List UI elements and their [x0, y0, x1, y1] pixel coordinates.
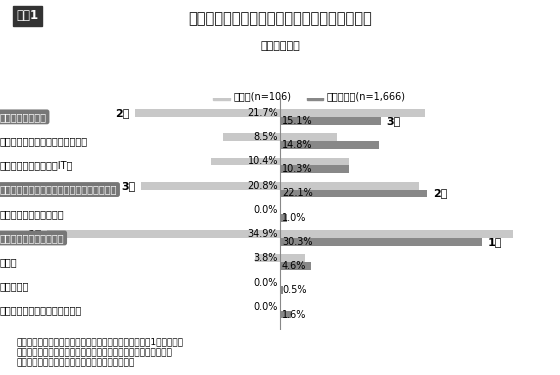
Text: 分からない: 分からない — [0, 281, 29, 291]
Text: 8.5%: 8.5% — [254, 132, 278, 142]
Text: 図表1: 図表1 — [17, 9, 39, 22]
Bar — [280, 158, 349, 165]
Text: 3位: 3位 — [386, 116, 400, 126]
Text: 2位: 2位 — [115, 108, 130, 118]
Text: 経営者(n=106): 経営者(n=106) — [234, 91, 291, 101]
Bar — [280, 214, 287, 222]
Bar — [280, 286, 283, 294]
Bar — [280, 189, 427, 197]
Bar — [280, 238, 482, 246]
Text: 0.0%: 0.0% — [254, 278, 278, 288]
Bar — [280, 262, 311, 270]
Bar — [280, 141, 379, 149]
Bar — [280, 165, 349, 173]
Text: 3.8%: 3.8% — [254, 254, 278, 263]
Text: 22.1%: 22.1% — [282, 188, 312, 198]
Text: 「組織風土改善・意識改革」が経営者、若手・中堅とも1位になり、
「長時間労働の是正」「時間ではなく成果で評価される働き方の
採用」など、上位項目も意見の一致が見: 「組織風土改善・意識改革」が経営者、若手・中堅とも1位になり、 「長時間労働の是… — [17, 338, 184, 367]
Text: 3位: 3位 — [122, 181, 136, 190]
Bar — [280, 117, 381, 124]
Bar — [280, 230, 512, 238]
Text: 10.3%: 10.3% — [282, 164, 312, 174]
Text: 長時間労働の是正: 長時間労働の是正 — [0, 112, 47, 122]
Bar — [280, 262, 311, 270]
Bar — [280, 286, 283, 294]
Bar — [280, 254, 305, 262]
Text: 2位: 2位 — [433, 188, 447, 198]
Text: 15.1%: 15.1% — [282, 116, 312, 126]
Text: 0.5%: 0.5% — [282, 285, 306, 295]
Text: 20.8%: 20.8% — [248, 181, 278, 190]
Text: 1位: 1位 — [487, 237, 502, 247]
Bar — [48, 230, 280, 238]
Text: 働き方改革において最も重要だと思う施策は？: 働き方改革において最も重要だと思う施策は？ — [188, 11, 372, 26]
Bar — [280, 189, 427, 197]
Bar — [307, 93, 323, 100]
Text: その他: その他 — [0, 257, 17, 267]
Text: 1.0%: 1.0% — [282, 213, 306, 223]
Text: 時間ではなく成果で評価される働き方の採用: 時間ではなく成果で評価される働き方の採用 — [0, 184, 118, 195]
Bar — [255, 254, 280, 262]
Text: 21.7%: 21.7% — [248, 108, 278, 118]
Text: 1位: 1位 — [27, 229, 42, 239]
Text: 4.6%: 4.6% — [282, 261, 306, 271]
Bar — [280, 141, 379, 149]
Bar — [213, 93, 230, 100]
Text: 働き方改革は重要だと思わない: 働き方改革は重要だと思わない — [0, 306, 82, 316]
Text: 若手・中堅(n=1,666): 若手・中堅(n=1,666) — [326, 91, 405, 101]
Bar — [280, 310, 291, 318]
Bar — [223, 134, 280, 141]
Text: オフィス環境や業務のIT化: オフィス環境や業務のIT化 — [0, 160, 73, 170]
Bar — [141, 182, 280, 189]
Text: 34.9%: 34.9% — [248, 229, 278, 239]
Bar — [280, 182, 419, 189]
Text: 組織風土改善・意識改革: 組織風土改善・意識改革 — [0, 233, 64, 243]
Text: 在宅勤務・オフィス外勤務の促進: 在宅勤務・オフィス外勤務の促進 — [0, 136, 88, 146]
Text: （単一回答）: （単一回答） — [260, 41, 300, 51]
Bar — [211, 158, 280, 165]
Text: 0.0%: 0.0% — [254, 205, 278, 215]
Text: 0.0%: 0.0% — [254, 302, 278, 312]
Bar — [280, 165, 349, 173]
Bar — [280, 310, 291, 318]
Bar — [280, 214, 287, 222]
Bar — [280, 109, 424, 117]
Text: 非正規雇用者の処遇改善: 非正規雇用者の処遇改善 — [0, 209, 64, 219]
Text: 10.4%: 10.4% — [248, 156, 278, 166]
Text: 14.8%: 14.8% — [282, 140, 312, 150]
Bar — [136, 109, 280, 117]
Bar — [280, 134, 337, 141]
Text: 1.6%: 1.6% — [282, 309, 306, 320]
Text: 30.3%: 30.3% — [282, 237, 312, 247]
Bar — [280, 117, 381, 124]
Bar — [280, 238, 482, 246]
